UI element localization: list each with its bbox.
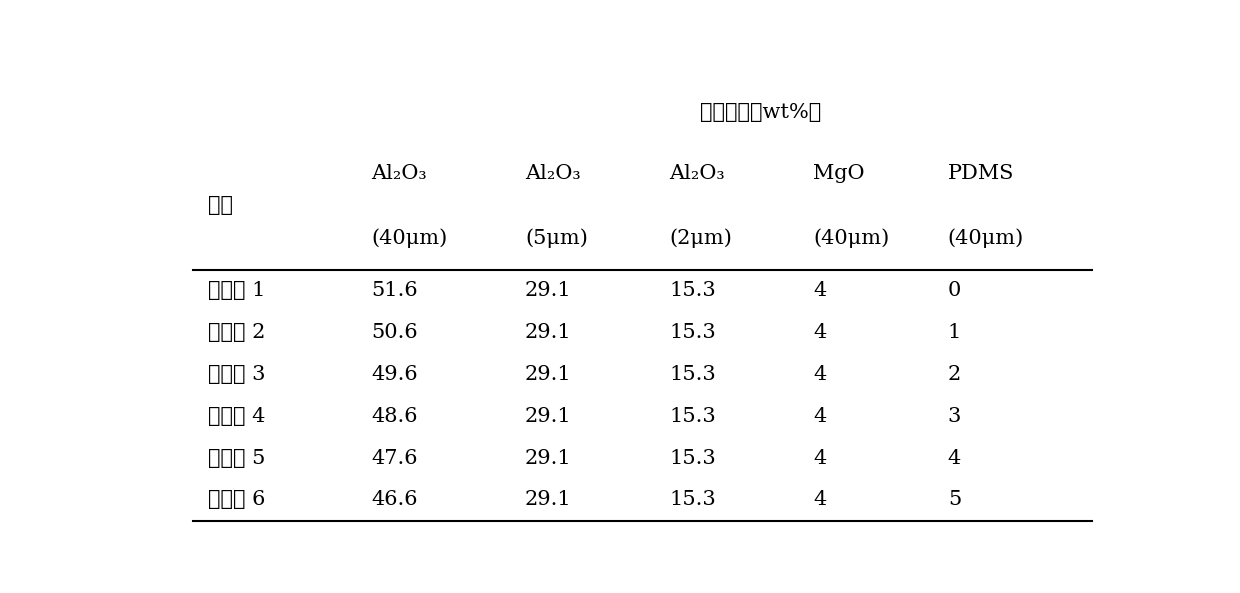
Text: 15.3: 15.3 xyxy=(670,365,715,384)
Text: 实施例 4: 实施例 4 xyxy=(208,407,265,426)
Text: 51.6: 51.6 xyxy=(371,281,418,300)
Text: 49.6: 49.6 xyxy=(371,365,418,384)
Text: PDMS: PDMS xyxy=(947,164,1014,183)
Text: 0: 0 xyxy=(947,281,961,300)
Text: 15.3: 15.3 xyxy=(670,281,715,300)
Text: Al₂O₃: Al₂O₃ xyxy=(525,164,580,183)
Text: 实施例 1: 实施例 1 xyxy=(208,281,265,300)
Text: (2μm): (2μm) xyxy=(670,228,732,248)
Text: 2: 2 xyxy=(947,365,961,384)
Text: Al₂O₃: Al₂O₃ xyxy=(371,164,427,183)
Text: 4: 4 xyxy=(813,490,827,509)
Text: 4: 4 xyxy=(813,365,827,384)
Text: 实施例 2: 实施例 2 xyxy=(208,323,265,342)
Text: 4: 4 xyxy=(813,281,827,300)
Text: (40μm): (40μm) xyxy=(947,228,1024,248)
Text: (40μm): (40μm) xyxy=(813,228,889,248)
Text: 4: 4 xyxy=(813,449,827,468)
Text: 4: 4 xyxy=(947,449,961,468)
Text: 1: 1 xyxy=(947,323,961,342)
Text: 29.1: 29.1 xyxy=(525,323,572,342)
Text: 5: 5 xyxy=(947,490,961,509)
Text: 实施例 5: 实施例 5 xyxy=(208,449,265,468)
Text: 46.6: 46.6 xyxy=(371,490,418,509)
Text: 29.1: 29.1 xyxy=(525,407,572,426)
Text: 15.3: 15.3 xyxy=(670,323,715,342)
Text: 4: 4 xyxy=(813,323,827,342)
Text: 3: 3 xyxy=(947,407,961,426)
Text: 质量分数（wt%）: 质量分数（wt%） xyxy=(699,103,821,122)
Text: 29.1: 29.1 xyxy=(525,490,572,509)
Text: 48.6: 48.6 xyxy=(371,407,418,426)
Text: 29.1: 29.1 xyxy=(525,449,572,468)
Text: 组别: 组别 xyxy=(208,196,233,215)
Text: 4: 4 xyxy=(813,407,827,426)
Text: 实施例 3: 实施例 3 xyxy=(208,365,265,384)
Text: 29.1: 29.1 xyxy=(525,281,572,300)
Text: 实施例 6: 实施例 6 xyxy=(208,490,265,509)
Text: 29.1: 29.1 xyxy=(525,365,572,384)
Text: 15.3: 15.3 xyxy=(670,449,715,468)
Text: (5μm): (5μm) xyxy=(525,228,588,248)
Text: MgO: MgO xyxy=(813,164,864,183)
Text: 50.6: 50.6 xyxy=(371,323,418,342)
Text: (40μm): (40μm) xyxy=(371,228,448,248)
Text: 15.3: 15.3 xyxy=(670,490,715,509)
Text: 47.6: 47.6 xyxy=(371,449,418,468)
Text: 15.3: 15.3 xyxy=(670,407,715,426)
Text: Al₂O₃: Al₂O₃ xyxy=(670,164,724,183)
